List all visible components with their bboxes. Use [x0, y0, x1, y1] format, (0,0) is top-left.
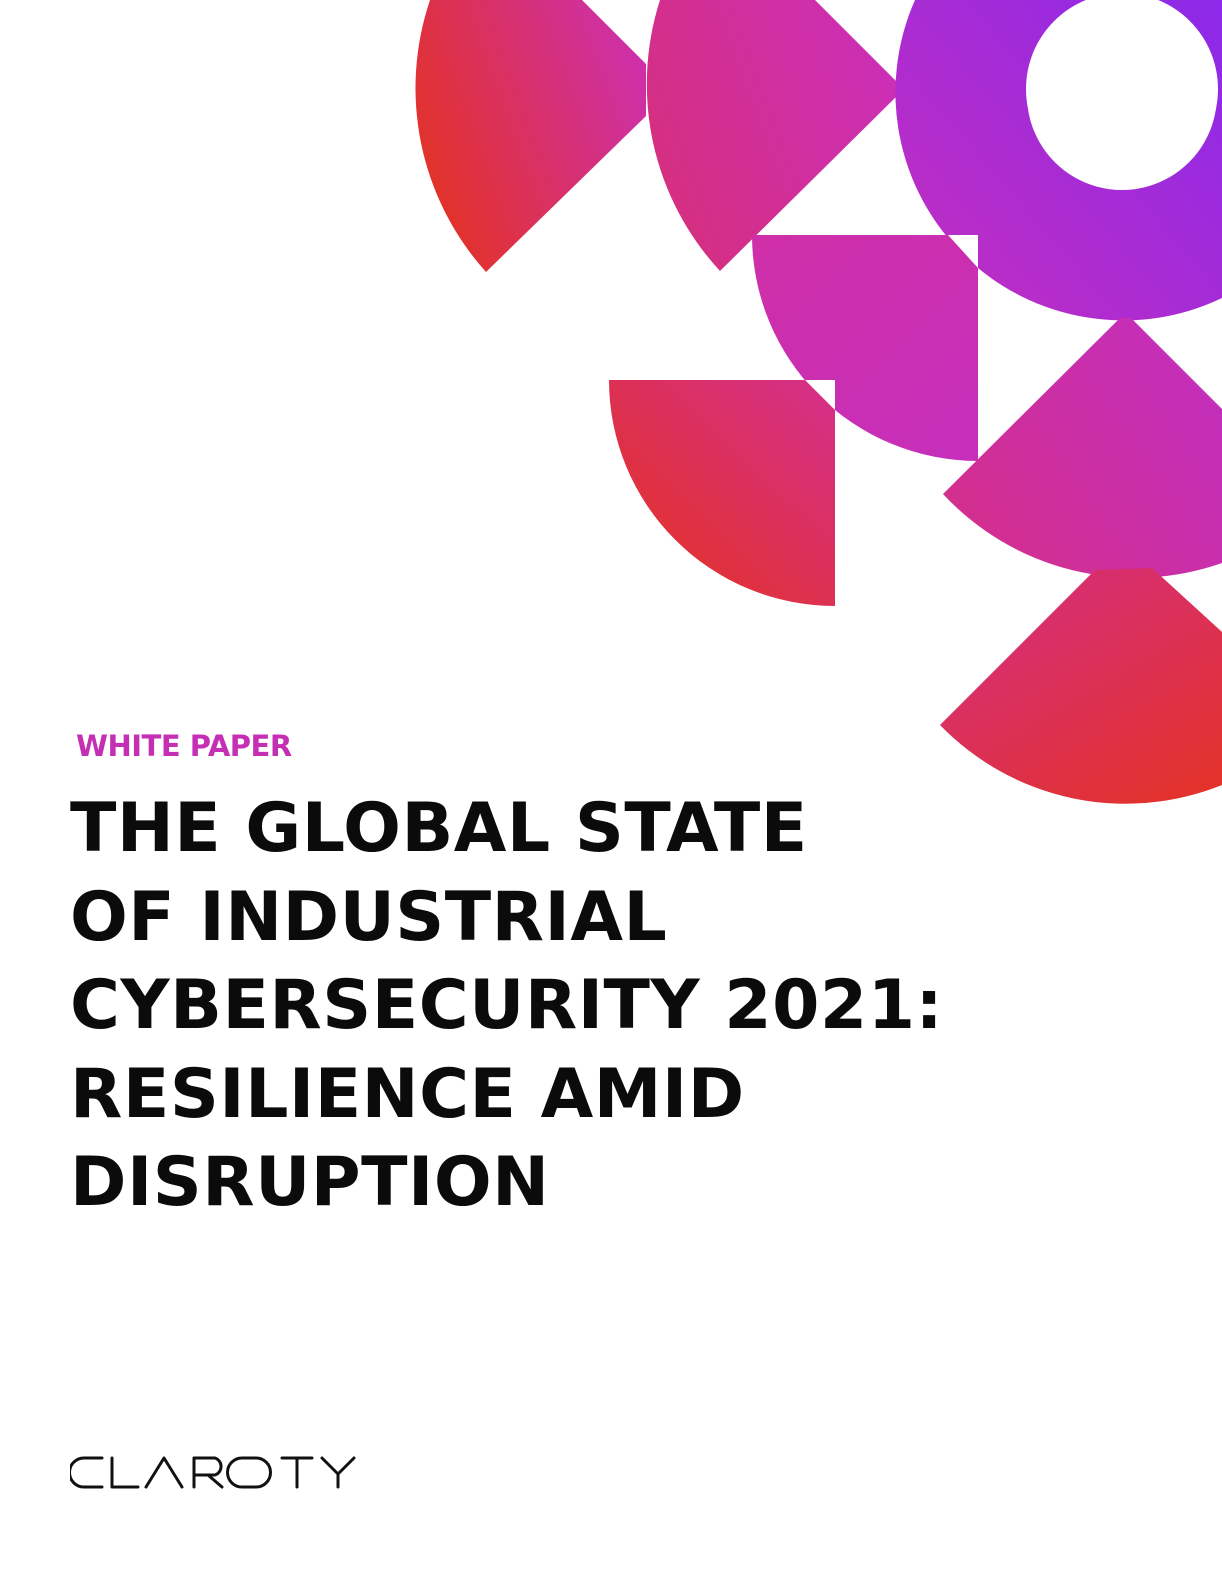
- title-line: OF INDUSTRIAL: [70, 877, 668, 957]
- claroty-logo: [68, 1453, 360, 1497]
- title-line: CYBERSECURITY 2021:: [70, 966, 944, 1045]
- bottom-pac-shape: [940, 568, 1222, 804]
- notch: [948, 235, 978, 268]
- red-quarter-disc: [609, 380, 835, 606]
- claroty-logo-mark: [68, 1456, 356, 1489]
- ring-hole: [1026, 0, 1218, 185]
- magenta-quarter-disc: [752, 235, 978, 461]
- title-line: DISRUPTION: [70, 1143, 550, 1222]
- title-line: THE GLOBAL STATE: [70, 789, 808, 868]
- red-pac-shape: [415, 0, 646, 272]
- document-title: THE GLOBAL STATE OF INDUSTRIAL CYBERSECU…: [70, 785, 970, 1228]
- notch: [805, 380, 835, 410]
- title-line: RESILIENCE AMID: [70, 1054, 745, 1134]
- right-pac-shape: [943, 318, 1222, 578]
- document-type-label: WHITE PAPER: [76, 729, 292, 763]
- magenta-pac-shape: [646, 0, 897, 271]
